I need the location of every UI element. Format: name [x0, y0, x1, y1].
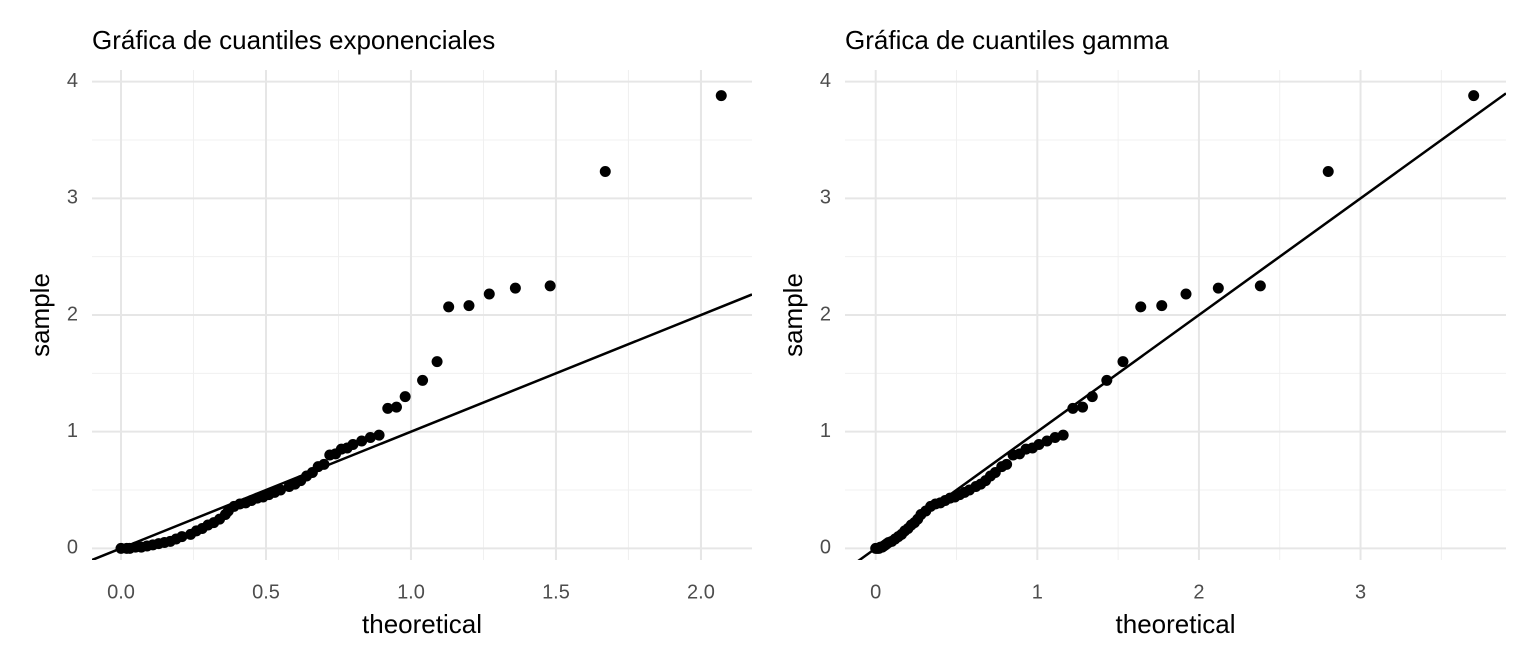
point [1067, 402, 1079, 414]
point [324, 449, 336, 461]
y-tick-label: 3 [67, 187, 78, 209]
x-tick-label: 1 [1032, 581, 1043, 603]
y-tick-label: 0 [820, 537, 831, 559]
point [390, 401, 402, 413]
y-tick-label: 4 [67, 70, 78, 92]
point [1212, 282, 1224, 294]
point [283, 481, 295, 492]
y-tick-label: 0 [67, 537, 78, 559]
y-axis-title: sample [778, 273, 808, 357]
point [463, 300, 475, 312]
point [1077, 401, 1089, 413]
point [417, 374, 429, 386]
plot-area [92, 90, 752, 560]
y-tick-label: 2 [67, 303, 78, 325]
chart-title: Gráfica de cuantiles exponenciales [92, 25, 495, 55]
x-tick-label: 2.0 [687, 581, 715, 603]
point [399, 391, 411, 403]
x-tick-label: 3 [1355, 581, 1366, 603]
point [544, 280, 556, 292]
point [483, 288, 495, 300]
y-tick-label: 4 [820, 70, 831, 92]
point [715, 90, 727, 102]
panel: 0.0 0.5 1.0 1.5 2.0 0 1 2 3 4 Gráfica de cuantiles… [25, 25, 752, 639]
x-tick-label: 1.5 [542, 581, 570, 603]
reference-line [92, 293, 752, 560]
x-tick-label: 0 [870, 581, 881, 603]
point [443, 301, 455, 313]
y-tick-label: 2 [820, 303, 831, 325]
x-tick-label: 1.0 [397, 581, 425, 603]
x-axis-title: theoretical [362, 609, 482, 639]
reference-line [857, 92, 1506, 560]
point [1254, 280, 1266, 292]
point [509, 282, 521, 294]
point [1180, 288, 1192, 300]
chart-title: Gráfica de cuantiles gamma [845, 25, 1169, 55]
point [185, 528, 197, 540]
x-tick-label: 0.5 [252, 581, 280, 603]
point [1135, 301, 1147, 313]
point [1117, 356, 1129, 368]
x-axis-title: theoretical [1116, 609, 1236, 639]
point [373, 429, 385, 441]
plot-area [857, 90, 1506, 560]
point [356, 435, 368, 447]
y-axis-title: sample [25, 273, 55, 357]
y-tick-label: 3 [820, 187, 831, 209]
panel: 0 1 2 3 0 1 2 3 4 Gráfica de cuantiles gamma theor… [778, 25, 1506, 639]
point [431, 356, 443, 368]
point [364, 432, 376, 443]
x-tick-label: 0.0 [107, 581, 135, 603]
x-tick-label: 2 [1193, 581, 1204, 603]
y-tick-label: 1 [820, 420, 831, 442]
point [1468, 90, 1480, 102]
y-tick-label: 1 [67, 420, 78, 442]
point [599, 166, 611, 177]
point [1322, 166, 1334, 177]
point [382, 402, 394, 414]
point [1156, 300, 1168, 312]
